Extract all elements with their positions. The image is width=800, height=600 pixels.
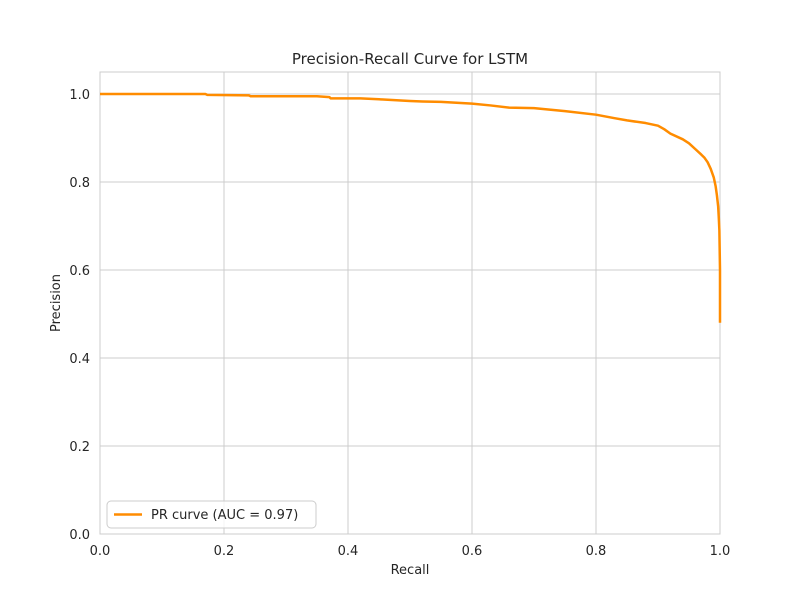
x-tick-label: 0.8 [586, 544, 607, 559]
plot-area: 0.0 0.2 0.4 0.6 0.8 1.0 0.0 0.2 0.4 0.6 0.8 1.0 [69, 71, 731, 559]
legend: PR curve (AUC = 0.97) [106, 500, 317, 529]
x-tick-label: 0.0 [90, 544, 111, 559]
x-tick-label: 0.2 [214, 544, 235, 559]
y-tick-label: 0.6 [69, 264, 90, 279]
y-axis-label: Precision [49, 274, 64, 332]
grid [99, 72, 721, 535]
x-tick-label: 1.0 [710, 544, 731, 559]
legend-box [106, 500, 317, 529]
chart-title: Precision-Recall Curve for LSTM [292, 50, 528, 68]
legend-label: PR curve (AUC = 0.97) [151, 508, 298, 523]
y-tick-label: 0.4 [69, 352, 90, 367]
x-axis-label: Recall [391, 563, 430, 578]
y-tick-label: 0.2 [69, 440, 90, 455]
x-tick-label: 0.6 [462, 544, 483, 559]
y-tick-label: 1.0 [69, 88, 90, 103]
x-tick-label: 0.4 [338, 544, 359, 559]
y-tick-label: 0.0 [69, 528, 90, 543]
y-tick-labels: 0.0 0.2 0.4 0.6 0.8 1.0 [69, 88, 90, 543]
series-layer [100, 92, 722, 323]
x-tick-labels: 0.0 0.2 0.4 0.6 0.8 1.0 [90, 544, 731, 559]
y-tick-label: 0.8 [69, 176, 90, 191]
pr-curve-line [100, 92, 722, 323]
